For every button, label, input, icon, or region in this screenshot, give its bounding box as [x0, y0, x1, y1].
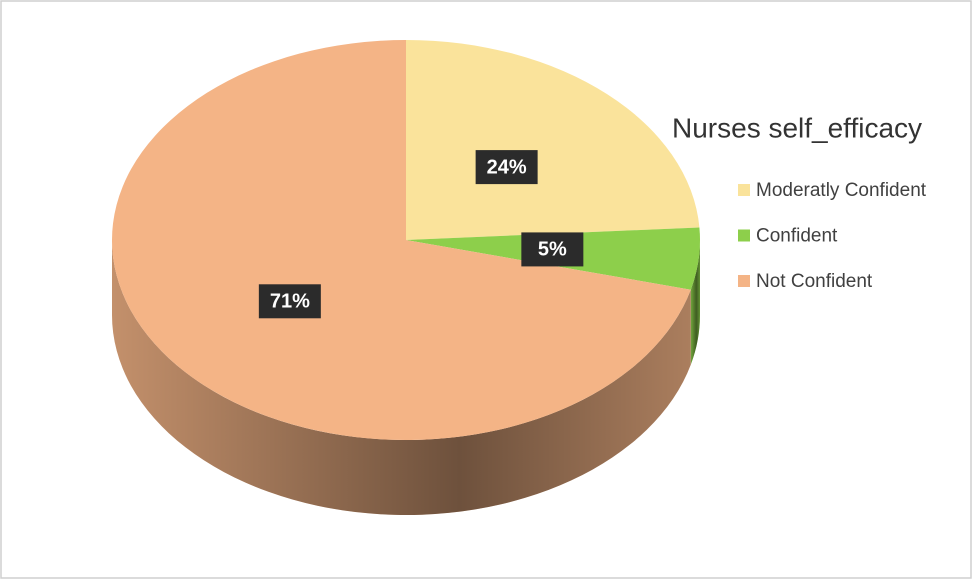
data-label: 24%: [487, 156, 527, 178]
data-label: 71%: [270, 291, 310, 313]
legend-swatch: [738, 184, 750, 196]
slice-side-shade: [112, 240, 691, 515]
data-labels: 24% 5% 71%: [258, 150, 584, 319]
data-label: 5%: [538, 239, 567, 261]
data-label-box: [258, 284, 321, 319]
data-label-box: [475, 150, 538, 185]
legend: Moderatly Confident Confident Not Confiden…: [738, 180, 927, 292]
slice: [111, 40, 691, 440]
pie-sides: [112, 240, 700, 515]
legend-label: Not Confident: [756, 271, 873, 292]
legend-title: Nurses self_efficacy: [672, 112, 922, 143]
pie-faces: [111, 40, 700, 440]
slice: [406, 40, 700, 240]
legend-label: Confident: [756, 226, 838, 247]
legend-swatch: [738, 229, 750, 242]
data-label-box: [521, 232, 584, 267]
slice-side-shade: [690, 240, 700, 365]
legend-label: Moderatly Confident: [756, 180, 927, 201]
legend-swatch: [738, 275, 750, 287]
